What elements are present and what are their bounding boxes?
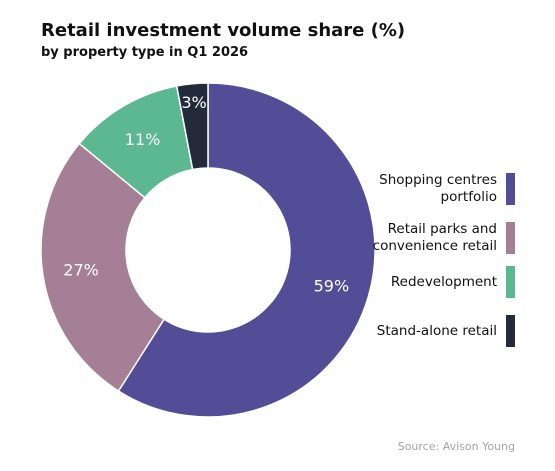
source-note: Source: Avison Young	[397, 440, 515, 453]
legend-item-redevelopment: Redevelopment	[347, 266, 515, 298]
legend-label: Redevelopment	[390, 273, 497, 290]
label-shopping-centres: 59%	[314, 276, 350, 295]
legend-item-stand-alone: Stand-alone retail	[347, 315, 515, 347]
legend-label: Shopping centres portfolio	[379, 172, 497, 205]
legend-swatch	[506, 266, 515, 298]
legend-label: Retail parks and convenience retail	[372, 221, 497, 254]
slice-retail-parks	[40, 142, 166, 393]
legend-item-retail-parks: Retail parks and convenience retail	[347, 221, 515, 255]
legend-swatch	[506, 173, 515, 205]
label-redevelopment: 11%	[125, 130, 161, 149]
chart-subtitle: by property type in Q1 2026	[41, 45, 249, 60]
slice-stand-alone	[175, 82, 209, 171]
slice-shopping-centres	[117, 82, 376, 418]
label-retail-parks: 27%	[63, 261, 99, 280]
label-stand-alone: 3%	[181, 93, 206, 112]
chart-title: Retail investment volume share (%)	[41, 20, 406, 41]
legend-label: Stand-alone retail	[376, 322, 497, 339]
legend-swatch	[506, 315, 515, 347]
legend-swatch	[506, 222, 515, 254]
legend-item-shopping-centres: Shopping centres portfolio	[347, 172, 515, 206]
